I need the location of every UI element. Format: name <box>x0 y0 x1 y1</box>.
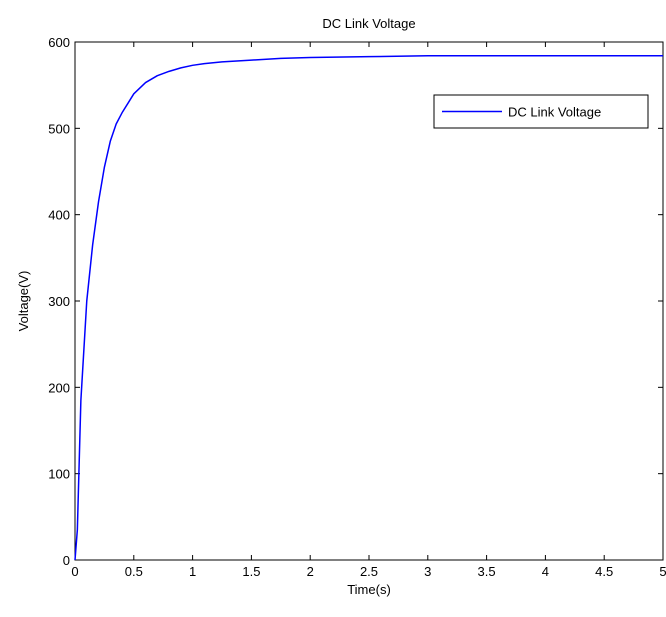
series-layer <box>74 55 663 561</box>
y-tick-label: 600 <box>48 35 70 50</box>
x-axis-title: Time(s) <box>347 582 391 597</box>
x-tick-label: 0 <box>71 564 78 579</box>
legend: DC Link Voltage <box>433 94 649 129</box>
y-tick-label: 100 <box>48 467 70 482</box>
x-tick-label: 5 <box>659 564 666 579</box>
x-tick-label: 0.5 <box>125 564 143 579</box>
y-tick-label: 300 <box>48 294 70 309</box>
x-tick-label: 1 <box>189 564 196 579</box>
chart-title: DC Link Voltage <box>322 16 415 31</box>
x-tick-label: 4.5 <box>595 564 613 579</box>
x-tick-label: 3 <box>424 564 431 579</box>
series-line <box>74 55 663 561</box>
x-tick-label: 2.5 <box>360 564 378 579</box>
x-tick-label: 3.5 <box>478 564 496 579</box>
legend-label: DC Link Voltage <box>508 105 601 120</box>
x-tick-label: 2 <box>307 564 314 579</box>
x-tick-label: 4 <box>542 564 549 579</box>
y-axis-ticks: 0 100 200 300 400 500 600 <box>48 35 663 568</box>
y-axis-title: Voltage(V) <box>16 271 31 332</box>
y-tick-label: 500 <box>48 121 70 136</box>
y-tick-label: 400 <box>48 208 70 223</box>
x-axis-ticks: 0 0.5 1 1.5 2 2.5 3 3.5 4 4.5 5 <box>71 42 666 579</box>
x-tick-label: 1.5 <box>242 564 260 579</box>
y-tick-label: 200 <box>48 380 70 395</box>
y-tick-label: 0 <box>63 553 70 568</box>
